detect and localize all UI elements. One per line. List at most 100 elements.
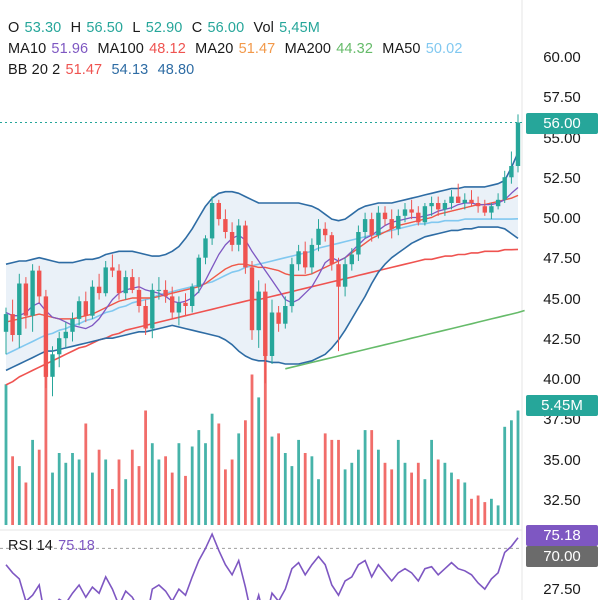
candle-body: [123, 277, 128, 294]
candlestick[interactable]: [236, 219, 241, 252]
candlestick[interactable]: [475, 196, 481, 213]
candlestick[interactable]: [57, 331, 62, 368]
volume-bar: [330, 439, 334, 525]
candlestick[interactable]: [349, 248, 354, 271]
volume-bar: [476, 495, 480, 525]
volume-bar: [263, 345, 267, 525]
candlestick[interactable]: [469, 190, 474, 207]
candlestick[interactable]: [76, 296, 82, 326]
candlestick[interactable]: [309, 238, 315, 274]
candlestick[interactable]: [249, 261, 255, 340]
candlestick[interactable]: [90, 280, 95, 319]
candle-body: [10, 314, 15, 335]
candlestick[interactable]: [50, 346, 55, 397]
candlestick[interactable]: [489, 203, 494, 220]
candlestick[interactable]: [382, 206, 388, 226]
candlestick[interactable]: [323, 222, 328, 242]
candlestick[interactable]: [229, 222, 235, 252]
volume-bar: [97, 449, 101, 525]
candlestick[interactable]: [402, 203, 408, 223]
candlestick[interactable]: [449, 190, 454, 210]
candlestick[interactable]: [150, 283, 155, 339]
candlesticks[interactable]: [3, 114, 521, 397]
candlestick[interactable]: [116, 264, 122, 300]
candlestick[interactable]: [356, 225, 361, 262]
volume-bar: [403, 462, 407, 525]
candlestick[interactable]: [329, 232, 334, 271]
candlestick[interactable]: [183, 293, 188, 316]
candlestick[interactable]: [416, 206, 421, 226]
volume-bar: [337, 439, 340, 525]
volume-bar: [290, 466, 294, 525]
candlestick[interactable]: [43, 289, 49, 389]
candle-body: [389, 219, 394, 229]
candlestick[interactable]: [110, 254, 115, 278]
candlestick[interactable]: [203, 235, 208, 265]
candlestick[interactable]: [456, 183, 461, 203]
candlestick[interactable]: [70, 312, 75, 342]
candlestick[interactable]: [176, 296, 182, 326]
candlestick[interactable]: [216, 199, 221, 226]
candlestick[interactable]: [336, 257, 341, 352]
candlestick[interactable]: [103, 261, 108, 297]
candle-body: [269, 312, 275, 356]
volume-bar: [416, 462, 420, 525]
candlestick[interactable]: [83, 291, 88, 323]
volume-bar: [456, 479, 460, 525]
candlestick[interactable]: [30, 264, 35, 332]
candlestick[interactable]: [136, 277, 142, 313]
candlestick[interactable]: [409, 199, 414, 220]
candlestick[interactable]: [269, 299, 275, 364]
candlestick[interactable]: [389, 209, 394, 239]
candlestick[interactable]: [143, 299, 148, 335]
candle-body: [63, 331, 68, 339]
candlestick[interactable]: [156, 277, 162, 300]
volume-bar: [150, 443, 154, 525]
ma10-key: MA10: [8, 41, 47, 57]
candlestick[interactable]: [209, 196, 215, 245]
candlestick[interactable]: [376, 206, 381, 239]
candlestick[interactable]: [190, 283, 195, 313]
candlestick[interactable]: [362, 212, 368, 239]
candlestick[interactable]: [163, 280, 168, 303]
candlestick[interactable]: [396, 209, 401, 236]
candlestick[interactable]: [495, 193, 501, 210]
candlestick[interactable]: [509, 151, 514, 184]
candlestick[interactable]: [10, 299, 15, 342]
candlestick[interactable]: [303, 241, 308, 274]
candlestick[interactable]: [196, 254, 201, 294]
candlestick[interactable]: [130, 269, 135, 294]
candlestick[interactable]: [436, 196, 441, 216]
candlestick[interactable]: [96, 273, 102, 300]
candlestick[interactable]: [63, 322, 68, 348]
rsi-tick-label: 27.50: [543, 581, 581, 598]
candlestick[interactable]: [422, 203, 428, 226]
candlestick[interactable]: [502, 170, 507, 203]
candlestick[interactable]: [515, 114, 521, 173]
candle-body: [449, 196, 454, 203]
candlestick[interactable]: [283, 296, 288, 329]
candlestick[interactable]: [289, 257, 295, 313]
candlestick[interactable]: [462, 193, 467, 210]
candlestick[interactable]: [37, 265, 42, 303]
candle-body: [190, 286, 195, 306]
candlestick[interactable]: [243, 220, 248, 274]
candlestick[interactable]: [276, 306, 281, 332]
candlestick[interactable]: [170, 286, 175, 319]
candlestick[interactable]: [316, 219, 321, 252]
candlestick[interactable]: [482, 199, 487, 216]
candlestick[interactable]: [369, 212, 374, 242]
candlestick[interactable]: [342, 257, 348, 297]
candlestick[interactable]: [123, 270, 128, 300]
candlestick[interactable]: [429, 196, 434, 216]
candlestick[interactable]: [3, 307, 9, 355]
candlestick[interactable]: [256, 280, 261, 348]
candlestick[interactable]: [263, 283, 268, 384]
candlestick[interactable]: [23, 277, 29, 329]
candlestick[interactable]: [296, 244, 301, 271]
candlestick[interactable]: [17, 273, 22, 348]
candlestick[interactable]: [223, 209, 228, 239]
candlestick[interactable]: [442, 199, 448, 216]
candle-body: [376, 212, 381, 236]
